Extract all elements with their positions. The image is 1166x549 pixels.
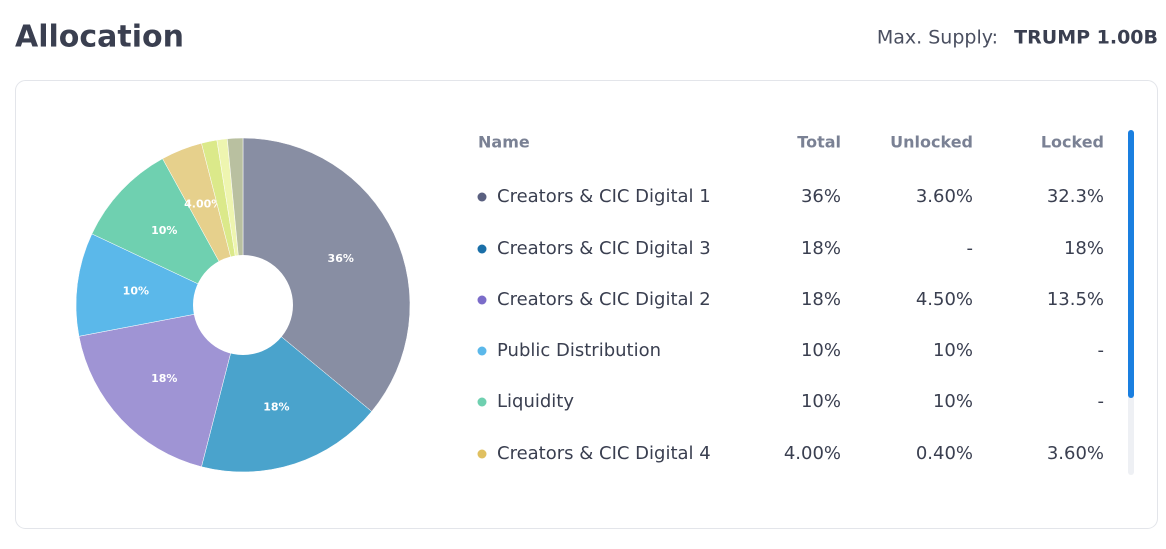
cell: 10% [933,391,973,412]
slice-label: 18% [151,372,177,385]
cell: 4.50% [916,289,973,310]
donut-hole [193,255,293,355]
slice-label: 4.00% [184,198,222,211]
column-header: Total [797,133,841,152]
row-name: Creators & CIC Digital 2 [497,289,711,310]
column-header: Name [478,133,530,152]
cell: 13.5% [1047,289,1104,310]
pie-slice [91,158,244,306]
column-header: Locked [1041,133,1104,152]
cell: 10% [801,340,841,361]
legend-dot [477,449,487,459]
legend-dot [477,397,487,407]
scrollbar[interactable] [1128,130,1134,398]
slice-label: 10% [151,224,177,237]
row-name: Creators & CIC Digital 4 [497,443,711,464]
cell: 32.3% [1047,186,1104,207]
legend-dot [477,346,487,356]
row-name: Public Distribution [497,340,661,361]
pie-slice [242,137,411,412]
cell: 36% [801,186,841,207]
legend-dot [477,192,487,202]
slice-label: 36% [328,252,354,265]
slice-label: 18% [263,401,289,414]
row-name: Liquidity [497,391,574,412]
cell: 0.40% [916,443,973,464]
pie-slice [78,304,244,468]
cell: - [1098,391,1105,412]
cell: 18% [1064,238,1104,259]
legend-dot [477,295,487,305]
supply-value: TRUMP 1.00B [1014,27,1158,49]
cell: - [1098,340,1105,361]
supply-label: Max. Supply: [877,27,998,49]
legend-dot [477,244,487,254]
title: Allocation [15,20,184,55]
cell: 10% [933,340,973,361]
slice-label: 10% [123,284,149,297]
cell: 18% [801,289,841,310]
cell: 18% [801,238,841,259]
cell: - [967,238,974,259]
cell: 3.60% [1047,443,1104,464]
cell: 3.60% [916,186,973,207]
cell: 4.00% [784,443,841,464]
row-name: Creators & CIC Digital 1 [497,186,711,207]
column-header: Unlocked [890,133,973,152]
cell: 10% [801,391,841,412]
row-name: Creators & CIC Digital 3 [497,238,711,259]
